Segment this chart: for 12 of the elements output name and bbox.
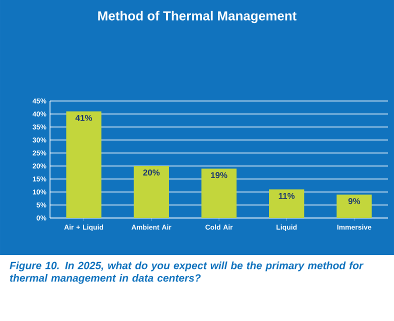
data-label: 20% [143,170,160,176]
caption: Figure 10. In 2025, what do you expect will be the primary method for thermal management in data centers? [10,262,364,284]
data-label: 11% [278,192,295,199]
bar [134,166,169,218]
bar [201,168,237,218]
bar [66,111,102,218]
bar [336,194,372,218]
bar [269,189,304,218]
chart-title: Method of Thermal Management [98,10,297,24]
data-label: 9% [348,198,360,204]
data-label: 19% [211,172,228,178]
data-label: 41% [75,114,92,121]
